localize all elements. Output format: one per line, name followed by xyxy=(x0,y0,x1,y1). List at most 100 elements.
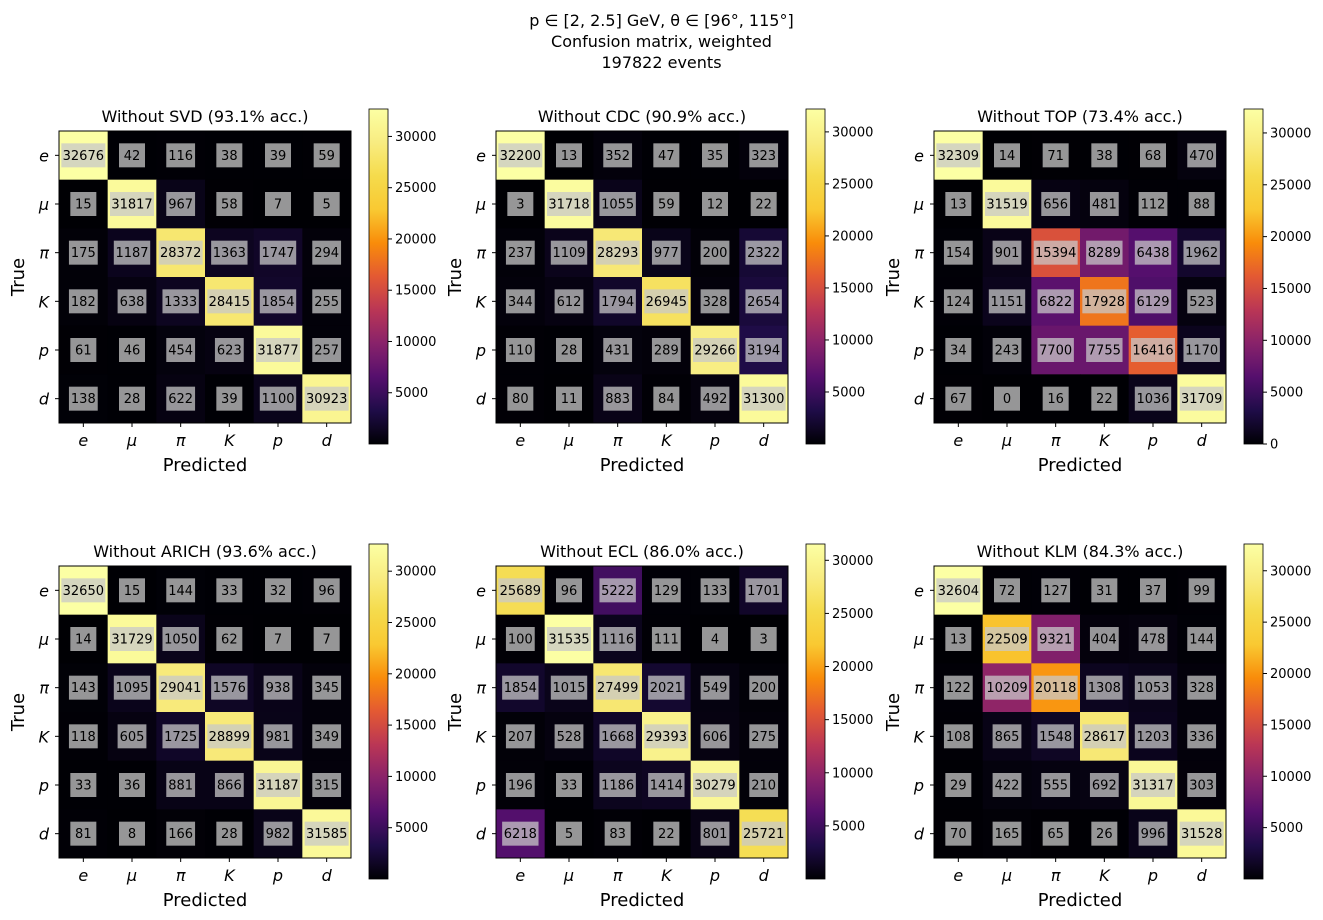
cell-value-label: 622 xyxy=(168,392,193,407)
figure-suptitle: p ∈ [2, 2.5] GeV, θ ∈ [96°, 115°] Confus… xyxy=(0,10,1323,73)
cell-label-box xyxy=(994,578,1020,603)
colorbar-tick-label: 10000 xyxy=(395,770,436,785)
cell-value-label: 29041 xyxy=(160,681,201,696)
cell-label-box xyxy=(1033,675,1078,700)
x-tick-label: e xyxy=(515,431,525,450)
y-tick-label: K xyxy=(914,292,926,311)
x-tick-label: K xyxy=(1099,866,1111,885)
y-tick-label: π xyxy=(476,679,486,698)
x-tick-label: e xyxy=(953,431,963,450)
cell-value-label: 133 xyxy=(703,584,728,599)
cell-value-label: 328 xyxy=(703,295,728,310)
y-tick-label: K xyxy=(39,292,51,311)
cell-label-box xyxy=(265,578,291,603)
cell-label-box xyxy=(599,724,636,749)
colorbar-tick-label: 20000 xyxy=(1270,667,1311,682)
cell-label-box xyxy=(263,821,293,846)
cell-value-label: 13 xyxy=(561,149,578,164)
cell-label-box xyxy=(554,724,584,749)
cell-label-box xyxy=(502,675,539,700)
cell-label-box xyxy=(648,675,685,700)
cell-value-label: 58 xyxy=(221,198,238,213)
cell-value-label: 26945 xyxy=(646,295,687,310)
y-tick-label: π xyxy=(476,244,486,263)
cell-label-box xyxy=(693,773,737,797)
cell-label-box xyxy=(1134,724,1172,749)
cell-value-label: 68 xyxy=(1145,149,1162,164)
cell-value-label: 210 xyxy=(751,779,776,794)
cell-label-box xyxy=(312,675,342,700)
y-tick-label: e xyxy=(914,146,924,165)
cell-value-label: 10209 xyxy=(986,681,1027,696)
cell-value-label: 143 xyxy=(71,681,96,696)
cell-value-label: 1050 xyxy=(164,633,197,648)
cell-label-box xyxy=(119,338,145,362)
cell-value-label: 200 xyxy=(751,681,776,696)
cell-value-label: 80 xyxy=(512,392,529,407)
cell-value-label: 255 xyxy=(314,295,339,310)
cell-value-label: 122 xyxy=(946,681,971,696)
cell-label-box xyxy=(945,338,972,362)
cell-label-box xyxy=(1134,240,1172,265)
cell-label-box xyxy=(1037,338,1074,362)
cell-value-label: 22 xyxy=(755,198,772,213)
cell-value-label: 13 xyxy=(950,633,967,648)
cell-label-box xyxy=(312,240,342,265)
cell-value-label: 129 xyxy=(654,584,679,599)
cell-value-label: 31817 xyxy=(111,198,152,213)
suptitle-line-2: Confusion matrix, weighted xyxy=(551,32,772,51)
cell-label-box xyxy=(265,627,291,651)
cell-label-box xyxy=(1089,627,1119,651)
y-tick-label: π xyxy=(914,244,924,263)
colorbar xyxy=(368,543,389,880)
cell-value-label: 3 xyxy=(516,198,524,213)
cell-value-label: 352 xyxy=(605,149,630,164)
cell-label-box xyxy=(119,386,145,411)
cell-value-label: 1794 xyxy=(601,295,634,310)
cell-label-box xyxy=(1091,578,1118,603)
cell-value-label: 1203 xyxy=(1136,730,1169,745)
cell-label-box xyxy=(992,338,1022,362)
cell-label-box xyxy=(1131,773,1175,797)
cell-value-label: 29266 xyxy=(694,344,735,359)
cell-label-box xyxy=(207,289,252,314)
cell-label-box xyxy=(749,773,779,797)
cell-value-label: 1109 xyxy=(552,246,585,261)
colorbar xyxy=(805,543,826,880)
colorbar-tick-label: 5000 xyxy=(1270,821,1303,836)
cell-label-box xyxy=(259,289,297,314)
cell-value-label: 154 xyxy=(946,246,971,261)
cell-label-box xyxy=(749,724,779,749)
cell-label-box xyxy=(700,821,730,846)
cell-label-box xyxy=(265,143,291,168)
colorbar-tick-label: 15000 xyxy=(1270,718,1311,733)
cell-label-box xyxy=(1187,773,1217,797)
cell-value-label: 34 xyxy=(950,344,967,359)
cell-label-box xyxy=(651,627,681,651)
cell-value-label: 345 xyxy=(314,681,339,696)
cell-value-label: 996 xyxy=(1141,827,1166,842)
colorbar-tick-label: 20000 xyxy=(395,232,436,247)
cell-value-label: 7755 xyxy=(1088,344,1121,359)
cell-label-box xyxy=(1138,821,1168,846)
cell-label-box xyxy=(1042,821,1069,846)
colorbar-tick-label: 30000 xyxy=(832,125,873,140)
x-tick-label: μ xyxy=(126,431,137,450)
cell-value-label: 72 xyxy=(999,584,1016,599)
cell-label-box xyxy=(1187,143,1217,168)
colorbar-tick-label: 30000 xyxy=(1270,564,1311,579)
y-tick-label: e xyxy=(39,581,49,600)
cell-label-box xyxy=(945,773,972,797)
cell-value-label: 22 xyxy=(658,827,675,842)
cell-value-label: 31300 xyxy=(743,392,784,407)
cell-label-box xyxy=(507,192,534,216)
cell-label-box xyxy=(653,821,680,846)
y-tick-label: π xyxy=(39,244,49,263)
x-tick-label: μ xyxy=(1001,866,1012,885)
cell-label-box xyxy=(547,192,591,216)
cell-label-box xyxy=(216,578,243,603)
x-axis-label: Predicted xyxy=(163,890,248,911)
cell-value-label: 2021 xyxy=(650,681,683,696)
